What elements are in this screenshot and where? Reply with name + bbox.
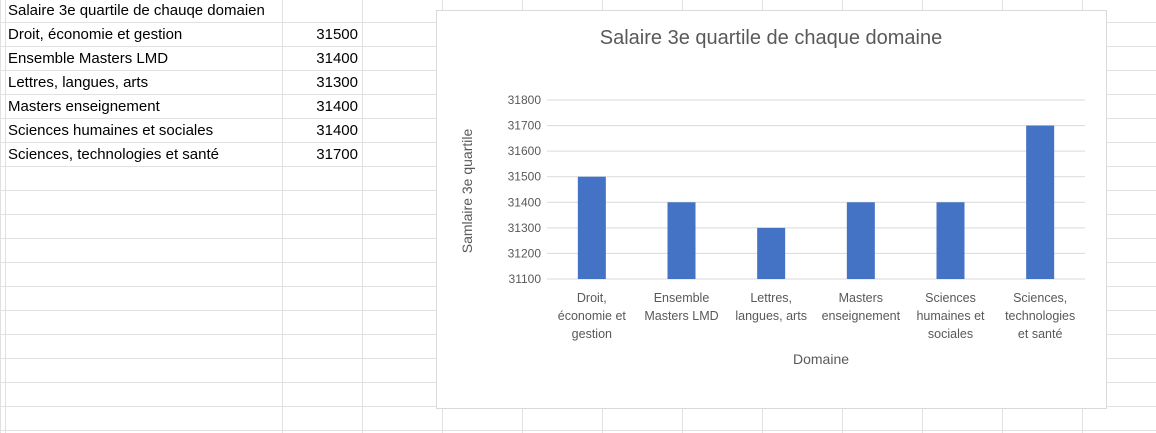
sheet-row-label[interactable]: Lettres, langues, arts	[8, 74, 149, 91]
x-category-label-line: Sciences,	[1013, 291, 1067, 305]
bar-chart: Salaire 3e quartile de chaque domaine Sa…	[459, 27, 1085, 367]
sheet-row-label[interactable]: Droit, économie et gestion	[8, 26, 183, 43]
x-category-label-line: gestion	[572, 327, 612, 341]
sheet-row-value[interactable]: 31300	[316, 74, 358, 91]
bar[interactable]	[757, 227, 786, 279]
x-category-label-line: enseignement	[822, 309, 901, 323]
x-category-label: Droit, économie et gestion	[558, 291, 627, 341]
x-category-label-line: Lettres,	[750, 291, 792, 305]
x-category-label-line: Masters LMD	[644, 309, 718, 323]
x-category-label: Ensemble Masters LMD	[644, 291, 718, 323]
bar[interactable]	[577, 176, 606, 279]
bar[interactable]	[1026, 125, 1055, 279]
x-category-label-line: Masters	[839, 291, 883, 305]
sheet-row-label[interactable]: Sciences, technologies et santé	[8, 146, 219, 163]
x-category-label-line: sociales	[928, 327, 973, 341]
x-category-label-line: humaines et	[916, 309, 985, 323]
x-category-label: Sciences humaines et sociales	[916, 291, 985, 341]
x-category-label-line: Ensemble	[654, 291, 710, 305]
sheet-row-value[interactable]: 31700	[316, 146, 358, 163]
bar[interactable]	[667, 202, 696, 279]
y-tick-label: 31100	[509, 272, 542, 286]
y-tick-label: 31800	[508, 93, 542, 107]
sheet-row-value[interactable]: 31400	[316, 98, 358, 115]
sheet-row-value[interactable]: 31500	[316, 26, 358, 43]
x-category-label-line: et santé	[1018, 327, 1063, 341]
y-tick-label: 31300	[508, 221, 542, 235]
sheet-header-cell[interactable]: Salaire 3e quartile de chauqe domaien	[8, 2, 265, 19]
x-category-label: Masters enseignement	[822, 291, 901, 323]
x-category-label-line: économie et	[558, 309, 627, 323]
sheet-row-label[interactable]: Ensemble Masters LMD	[8, 50, 169, 67]
bar[interactable]	[846, 202, 875, 279]
x-category-label: Lettres, langues, arts	[735, 291, 807, 323]
y-tick-label: 31500	[508, 170, 542, 184]
x-category-label: Sciences, technologies et santé	[1005, 291, 1075, 341]
sheet-row-label[interactable]: Sciences humaines et sociales	[8, 122, 214, 139]
x-axis-title: Domaine	[793, 351, 849, 367]
sheet-row-value[interactable]: 31400	[316, 122, 358, 139]
sheet-row-value[interactable]: 31400	[316, 50, 358, 67]
y-axis-title: Samlaire 3e quartile	[459, 129, 475, 254]
chart-title: Salaire 3e quartile de chaque domaine	[600, 27, 942, 49]
x-category-label-line: Sciences	[925, 291, 976, 305]
y-tick-label: 31600	[508, 144, 542, 158]
x-category-label-line: Droit,	[577, 291, 607, 305]
sheet-row-label[interactable]: Masters enseignement	[8, 98, 160, 115]
bar[interactable]	[936, 202, 965, 279]
embedded-chart[interactable]: Salaire 3e quartile de chaque domaine Sa…	[436, 10, 1107, 409]
x-category-label-line: technologies	[1005, 309, 1075, 323]
y-tick-label: 31200	[508, 246, 542, 260]
x-category-label-line: langues, arts	[735, 309, 807, 323]
y-tick-label: 31400	[508, 195, 542, 209]
y-tick-label: 31700	[508, 119, 542, 133]
